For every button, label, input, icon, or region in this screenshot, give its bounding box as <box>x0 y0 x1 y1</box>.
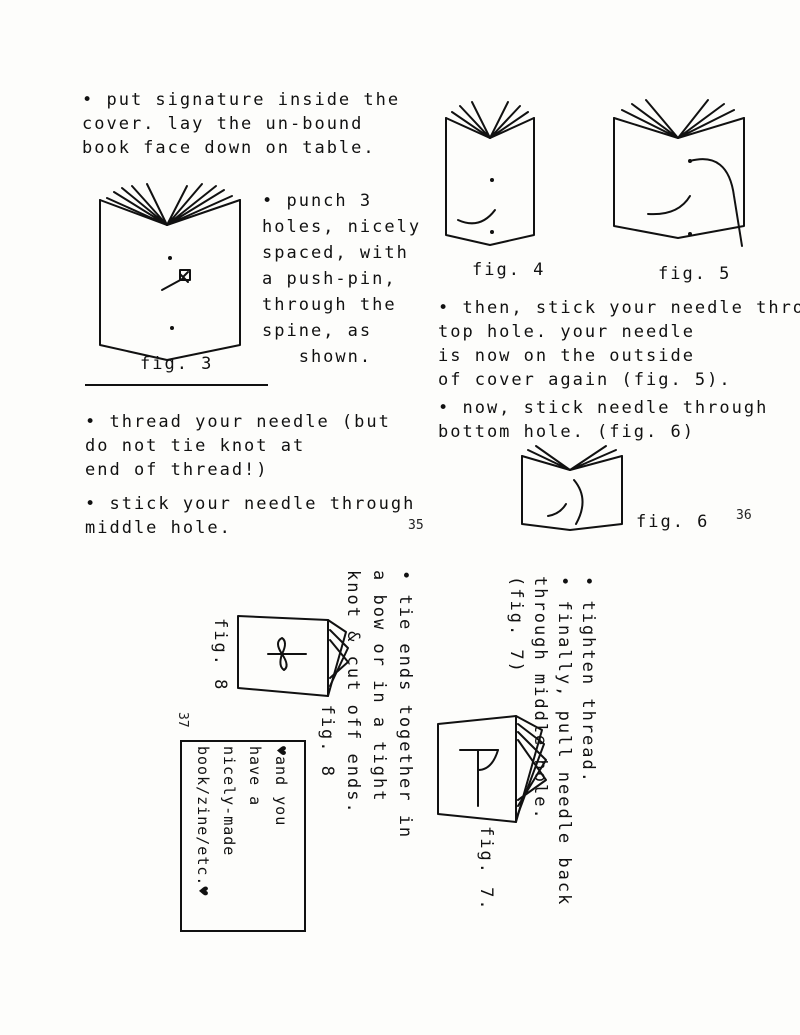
intro-instruction: • put signature inside the cover. lay th… <box>82 90 401 158</box>
fig6-label: fig. 6 <box>636 512 710 532</box>
punch-instruction: • punch 3 holes, nicely spaced, with a p… <box>262 191 422 367</box>
fig4-label: fig. 4 <box>472 260 546 280</box>
finale-box <box>180 740 306 932</box>
fig7-label: fig. 7. <box>476 826 496 912</box>
fig5-drawing <box>613 99 745 247</box>
fig3-drawing <box>99 183 241 361</box>
stick-middle-instruction: • stick your needle through middle hole. <box>85 494 416 538</box>
fig4-drawing <box>445 101 535 246</box>
page-number-37: 37 <box>175 712 190 728</box>
fig5-label: fig. 5 <box>658 264 732 284</box>
fig3-label: fig. 3 <box>140 354 214 374</box>
section-divider <box>85 384 268 386</box>
finale-text: ♥and you have a nicely-made book/zine/et… <box>194 746 290 897</box>
fig8-drawing <box>237 615 349 697</box>
page-number-36: 36 <box>736 508 752 523</box>
then-instruction: • then, stick your needle through top ho… <box>438 298 800 390</box>
fig7-drawing <box>437 715 547 823</box>
tie-instruction: • tie ends together in a bow or in a tig… <box>317 570 415 840</box>
thread-instruction: • thread your needle (but do not tie kno… <box>85 412 391 480</box>
fig6-drawing <box>521 445 623 531</box>
page-number-35: 35 <box>408 518 424 533</box>
now-instruction: • now, stick needle through bottom hole.… <box>438 398 769 442</box>
fig8-label: fig. 8 <box>210 618 230 692</box>
